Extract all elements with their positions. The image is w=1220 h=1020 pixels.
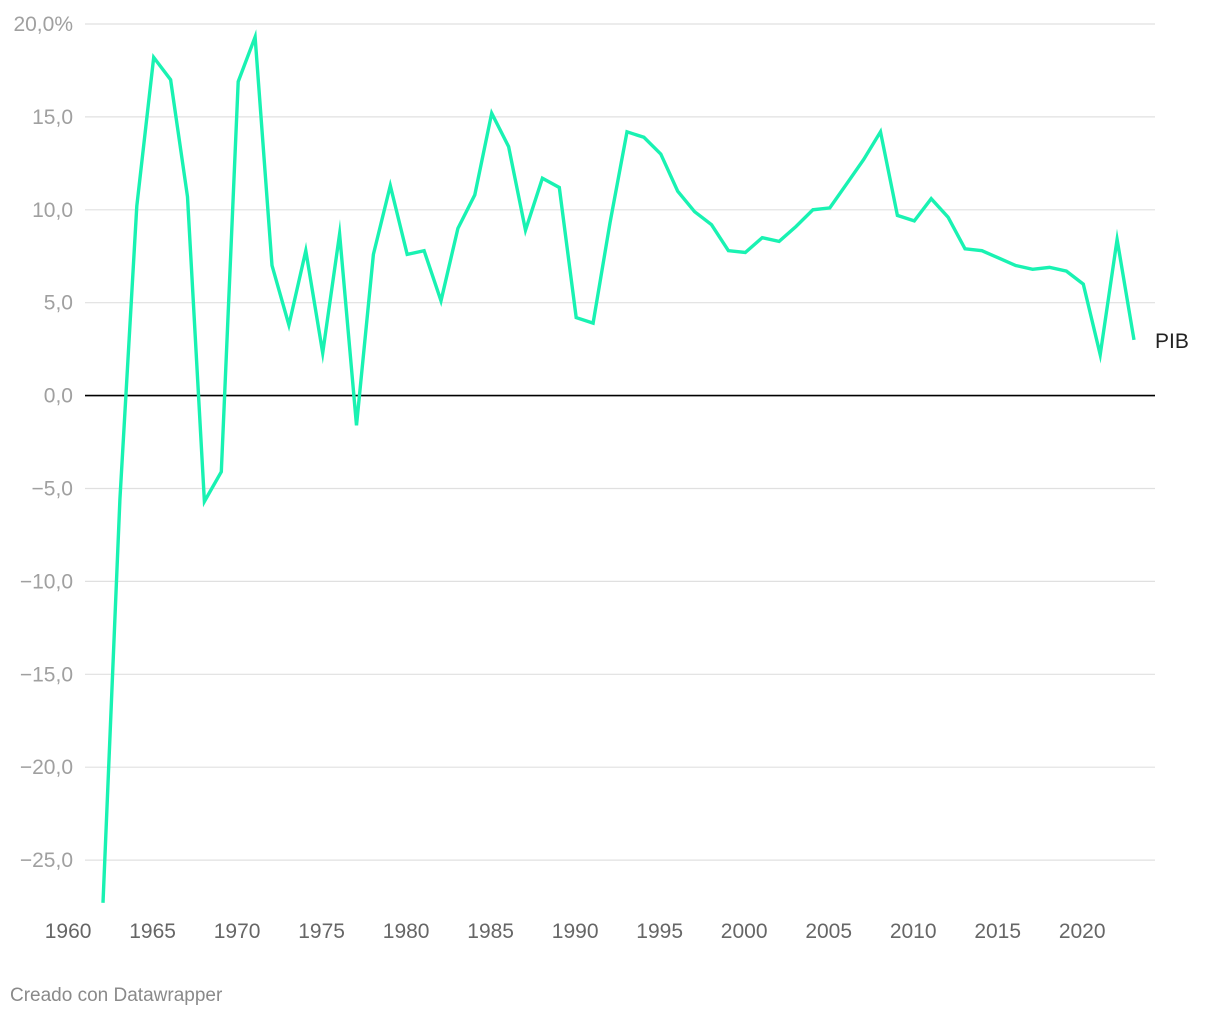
x-tick-label: 1980 [383,920,430,943]
chart-credit[interactable]: Creado con Datawrapper [10,985,223,1006]
x-tick-label: 1970 [214,920,261,943]
y-tick-label: −20,0 [20,756,73,779]
line-chart: 20,0% 15,0 10,0 5,0 0,0 −5,0 −10,0 −15,0 −20,0 −2… [13,13,1189,943]
x-tick-label: 1960 [45,920,92,943]
y-tick-label: −5,0 [32,478,73,501]
y-tick-label: −15,0 [20,663,73,686]
grid-lines [85,23,1155,861]
x-tick-label: 2005 [805,920,852,943]
y-tick-label: 5,0 [44,292,73,315]
x-tick-label: 2000 [721,920,768,943]
x-tick-label: 1985 [467,920,514,943]
x-tick-label: 1990 [552,920,599,943]
x-tick-label: 1975 [298,920,345,943]
series-label-pib: PIB [1155,330,1189,353]
y-tick-label: 0,0 [44,385,73,408]
y-tick-label: −25,0 [20,849,73,872]
x-tick-label: 1965 [129,920,176,943]
y-axis-ticks: 20,0% 15,0 10,0 5,0 0,0 −5,0 −10,0 −15,0 −20,0 −2… [13,13,73,872]
y-tick-label: 20,0% [13,13,73,36]
x-axis-ticks: 1960 1965 1970 1975 1980 1985 1990 1995 2000 2005… [45,920,1106,943]
y-tick-label: 15,0 [32,106,73,129]
x-tick-label: 1995 [636,920,683,943]
x-tick-label: 2010 [890,920,937,943]
y-tick-label: 10,0 [32,199,73,222]
x-tick-label: 2020 [1059,920,1106,943]
y-tick-label: −10,0 [20,570,73,593]
series-line-pib[interactable] [101,29,1136,903]
x-tick-label: 2015 [974,920,1021,943]
series-layer: PIB [101,29,1189,903]
